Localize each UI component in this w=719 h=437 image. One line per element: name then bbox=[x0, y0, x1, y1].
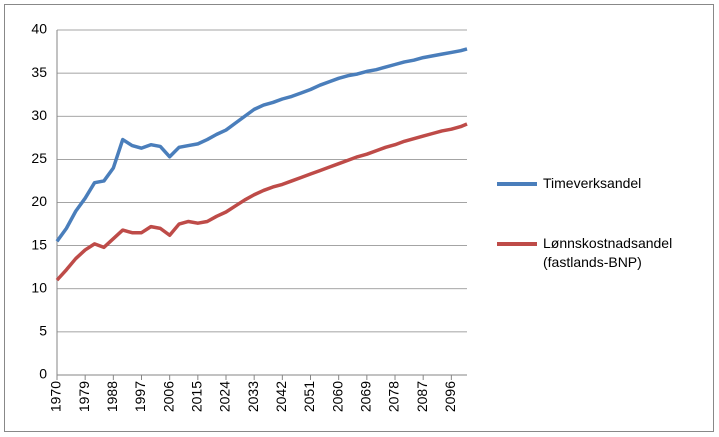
x-tick-label: 2060 bbox=[329, 381, 345, 412]
y-tick-label: 10 bbox=[31, 279, 47, 295]
x-tick-label: 2033 bbox=[245, 381, 261, 412]
x-tick-label: 2042 bbox=[273, 381, 289, 412]
y-tick-label: 0 bbox=[39, 366, 47, 382]
x-tick-label: 2024 bbox=[217, 381, 233, 412]
y-tick-label: 35 bbox=[31, 64, 47, 80]
x-tick-label: 2051 bbox=[301, 381, 317, 412]
legend-swatch bbox=[497, 182, 537, 186]
x-tick-label: 2096 bbox=[442, 381, 458, 412]
x-tick-label: 2087 bbox=[414, 381, 430, 412]
legend-label: Timeverksandel bbox=[543, 175, 642, 191]
y-tick-label: 5 bbox=[39, 323, 47, 339]
series-line bbox=[55, 47, 468, 243]
chart-frame bbox=[4, 4, 714, 432]
x-tick-label: 1997 bbox=[132, 381, 148, 412]
x-tick-label: 2015 bbox=[189, 381, 205, 412]
legend-swatch bbox=[497, 242, 537, 246]
y-tick-label: 20 bbox=[31, 193, 47, 209]
y-tick-label: 15 bbox=[31, 236, 47, 252]
y-tick-label: 25 bbox=[31, 150, 47, 166]
x-tick-label: 2078 bbox=[386, 381, 402, 412]
x-tick-label: 1988 bbox=[104, 381, 120, 412]
series-line bbox=[55, 122, 468, 282]
y-tick-label: 30 bbox=[31, 107, 47, 123]
legend-label: Lønnskostnadsandel (fastlands-BNP) bbox=[543, 235, 673, 270]
x-tick-label: 2069 bbox=[358, 381, 374, 412]
y-tick-label: 40 bbox=[31, 21, 47, 37]
x-tick-label: 1970 bbox=[48, 381, 64, 412]
x-tick-label: 2006 bbox=[160, 381, 176, 412]
x-tick-label: 1979 bbox=[76, 381, 92, 412]
